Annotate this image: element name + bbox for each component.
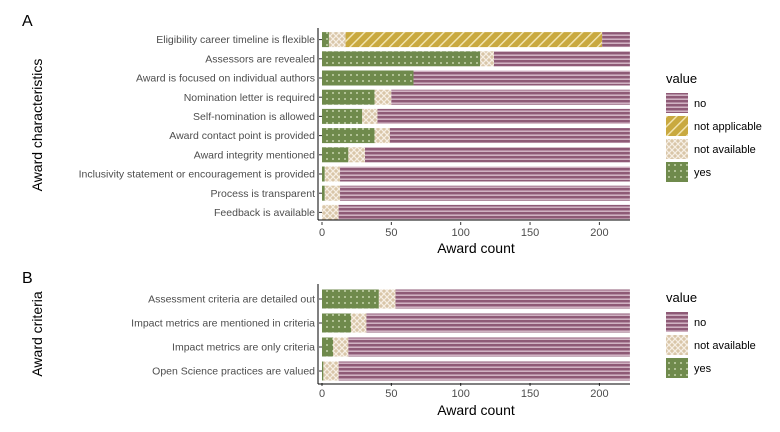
panelA-legend-key-yes [666, 162, 688, 182]
panelB-bar-1-yes [322, 289, 379, 309]
panelA-bar-1-no [602, 32, 630, 48]
panelA-category-label-3: Award is focused on individual authors [136, 73, 315, 85]
panelA-legend-label-not-applicable: not applicable [694, 121, 762, 133]
panelA-bar-4-not-available [374, 89, 392, 105]
panelA-x-tick-label-50: 50 [385, 227, 397, 239]
panelB-bar-1-no [395, 289, 630, 309]
panelA-category-label-6: Award contact point is provided [169, 130, 315, 142]
panelA-legend-label-not-available: not available [694, 144, 756, 156]
panelA-legend-label-yes: yes [694, 167, 712, 179]
panelA-bar-3-yes [322, 70, 414, 86]
panelA-bar-1-not-applicable [345, 32, 603, 48]
panelB-x-tick-label-0: 0 [319, 388, 325, 400]
panelB-bar-4-yes [322, 361, 324, 381]
panelB-legend-key-no [666, 312, 688, 332]
panelA-bar-5-yes [322, 108, 363, 124]
panel-a-x-ticks: 0 50 100 150 200 [319, 222, 609, 239]
panelA-x-tick-label-100: 100 [452, 227, 470, 239]
panelA-bar-5-not-available [362, 108, 378, 124]
panelA-x-tick-label-0: 0 [319, 227, 325, 239]
panelA-category-label-1: Eligibility career timeline is flexible [156, 34, 315, 46]
panel-a-category-labels: Eligibility career timeline is flexible A… [79, 34, 322, 219]
panelB-bar-2-no [366, 313, 630, 333]
panelA-bar-8-not-available [324, 166, 341, 182]
panelB-category-label-4: Open Science practices are valued [152, 366, 315, 378]
panelB-category-label-3: Impact metrics are only criteria [172, 342, 315, 354]
panelA-x-tick-label-150: 150 [521, 227, 539, 239]
panelB-x-tick-label-50: 50 [385, 388, 397, 400]
panelB-legend-key-not-available [666, 335, 688, 355]
panelA-bar-1-yes [322, 32, 329, 48]
panelA-bar-4-no [391, 89, 630, 105]
panelA-legend-key-not-applicable [666, 116, 688, 136]
panelA-legend-title: value [666, 71, 697, 86]
panelB-legend-title: value [666, 290, 697, 305]
panelA-legend-label-no: no [694, 98, 706, 110]
panelB-bar-2-not-available [351, 313, 367, 333]
panelA-category-label-5: Self-nomination is allowed [193, 111, 315, 123]
panelB-legend-label-no: no [694, 317, 706, 329]
panelA-bar-6-not-available [374, 128, 390, 144]
panel-b-category-labels: Assessment criteria are detailed out Impa… [131, 294, 322, 378]
panelA-bar-9-yes [322, 185, 325, 201]
panelA-bar-9-not-available [324, 185, 341, 201]
panelA-bar-2-no [493, 51, 630, 67]
panel-b-label: B [22, 270, 33, 287]
panelA-bar-1-not-available [328, 32, 346, 48]
panelA-bar-7-not-available [348, 147, 365, 163]
panel-a-x-axis-title: Award count [437, 240, 515, 256]
panelA-x-tick-label-200: 200 [590, 227, 608, 239]
panelA-bar-4-yes [322, 89, 375, 105]
panelB-category-label-1: Assessment criteria are detailed out [148, 294, 315, 306]
panel-b-y-axis-title: Award criteria [29, 291, 45, 377]
panelB-category-label-2: Impact metrics are mentioned in criteria [131, 318, 315, 330]
panel-a: A Award characteristics Eligibility care… [22, 13, 762, 256]
panelB-legend-key-yes [666, 358, 688, 378]
panelA-bar-6-no [389, 128, 630, 144]
panelA-bar-3-no [413, 70, 630, 86]
panelB-bar-1-not-available [378, 289, 396, 309]
panelB-x-tick-label-150: 150 [521, 388, 539, 400]
panelB-bar-4-no [338, 361, 630, 381]
panelA-bar-10-no [338, 204, 630, 220]
panelA-legend-key-no [666, 93, 688, 113]
panelA-bar-6-yes [322, 128, 375, 144]
panelA-bar-2-not-available [480, 51, 494, 67]
panelB-legend-label-yes: yes [694, 363, 712, 375]
panel-a-y-axis-title: Award characteristics [29, 59, 45, 192]
panel-b-legend: value no not available yes [666, 290, 756, 378]
panel-a-bars [322, 32, 630, 220]
panelB-x-tick-label-100: 100 [452, 388, 470, 400]
panelB-bar-3-not-available [333, 337, 349, 357]
panel-b-x-ticks: 0 50 100 150 200 [319, 383, 609, 400]
panelB-x-tick-label-200: 200 [590, 388, 608, 400]
panelA-bar-5-no [377, 108, 630, 124]
panelB-bar-3-yes [322, 337, 334, 357]
panel-b-x-axis-title: Award count [437, 402, 515, 418]
panelA-bar-2-yes [322, 51, 481, 67]
panel-b-bars [322, 289, 630, 381]
panelA-bar-8-yes [322, 166, 325, 182]
panelA-category-label-4: Nomination letter is required [184, 92, 315, 104]
panelB-bar-2-yes [322, 313, 352, 333]
panelA-category-label-10: Feedback is available [214, 207, 315, 219]
panelB-legend-label-not-available: not available [694, 340, 756, 352]
panelB-bar-3-no [348, 337, 630, 357]
panelA-bar-7-no [364, 147, 630, 163]
panelA-bar-9-no [340, 185, 630, 201]
panel-a-legend: value no not applicable not available yes [666, 71, 762, 182]
panelA-category-label-8: Inclusivity statement or encouragement i… [79, 169, 316, 181]
panelA-legend-key-not-available [666, 139, 688, 159]
panelA-bar-10-not-available [322, 204, 339, 220]
panel-a-label: A [22, 13, 33, 30]
panel-b: B Award criteria Assessment criteria are… [22, 270, 756, 418]
panelB-bar-4-not-available [323, 361, 339, 381]
panelA-category-label-9: Process is transparent [211, 188, 316, 200]
panelA-bar-8-no [340, 166, 630, 182]
panelA-bar-7-yes [322, 147, 349, 163]
panelA-category-label-7: Award integrity mentioned [194, 149, 315, 161]
panelA-category-label-2: Assessors are revealed [205, 53, 315, 65]
